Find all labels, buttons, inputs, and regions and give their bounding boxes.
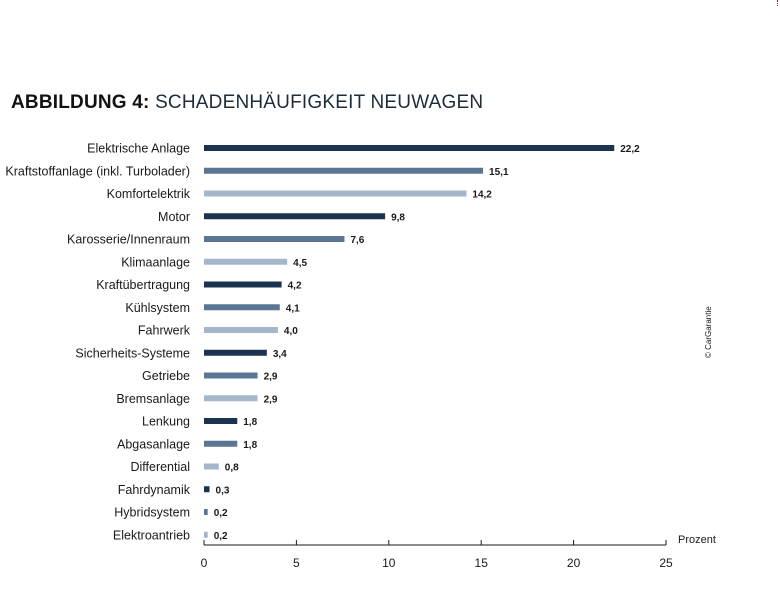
bar [204,395,258,402]
value-label: 1,8 [243,440,257,451]
bar [204,509,208,515]
value-label: 2,9 [264,372,278,383]
value-label: 4,5 [293,258,307,269]
chart-title-main: SCHADENHÄUFIGKEIT NEUWAGEN [155,92,484,113]
value-label: 14,2 [472,190,492,201]
category-label: Elektrische Anlage [87,142,190,156]
bar [204,440,238,447]
bars-layer: Elektrische Anlage 22,2 Kraftstoffanlage (… [5,142,640,543]
bar [204,236,345,242]
bar [204,258,288,265]
value-label: 15,1 [489,167,509,178]
x-tick-label: 5 [293,556,300,570]
bar [204,190,467,197]
bar [204,145,615,151]
category-label: Fahrwerk [138,324,191,338]
value-label: 0,8 [225,463,239,474]
category-label: Hybridsystem [114,506,190,520]
corner-marker [775,0,778,6]
value-label: 7,6 [350,235,364,246]
bar [204,372,258,379]
category-label: Komfortelektrik [107,187,191,201]
value-label: 0,2 [214,531,228,542]
bar [204,213,386,220]
value-label: 4,1 [286,303,300,314]
category-label: Bremsanlage [116,392,190,406]
bar [204,304,280,311]
bar [204,463,219,470]
chart-title-prefix: ABBILDUNG 4: [11,92,150,113]
category-label: Kühlsystem [125,301,190,315]
category-label: Fahrdynamik [118,483,191,497]
category-label: Karosserie/Innenraum [67,233,190,247]
x-tick-label: 20 [567,556,581,570]
value-label: 0,2 [214,508,228,519]
x-tick-label: 10 [382,556,396,570]
bar [204,281,282,288]
category-label: Kraftübertragung [96,278,190,292]
value-label: 2,9 [264,394,278,405]
category-label: Motor [158,210,190,224]
category-label: Getriebe [142,369,190,383]
copyright-note: © CarGarantie [704,306,713,358]
category-label: Klimaanlage [121,255,190,269]
category-label: Kraftstoffanlage (inkl. Turbolader) [5,164,190,178]
value-label: 1,8 [243,417,257,428]
value-label: 0,3 [216,485,230,496]
x-axis-unit-label: Prozent [678,534,716,546]
value-label: 9,8 [391,212,405,223]
category-label: Sicherheits-Systeme [75,346,190,360]
value-label: 4,2 [288,281,302,292]
category-label: Differential [130,460,190,474]
chart-title: ABBILDUNG 4: SCHADENHÄUFIGKEIT NEUWAGEN [11,92,483,114]
bar [204,531,208,538]
x-tick-label: 0 [201,556,208,570]
value-label: 3,4 [273,349,287,360]
category-label: Abgasanlage [117,437,190,451]
x-tick-label: 15 [475,556,489,570]
bar [204,167,484,174]
category-label: Elektroantrieb [113,528,190,542]
bar [204,486,210,493]
bar [204,349,267,356]
value-label: 22,2 [620,144,640,155]
category-label: Lenkung [142,415,190,429]
x-axis: 0 5 10 15 20 25 Prozent [201,534,716,570]
x-tick-label: 25 [659,556,673,570]
bar [204,327,278,333]
bar [204,418,238,424]
value-label: 4,0 [284,326,298,337]
